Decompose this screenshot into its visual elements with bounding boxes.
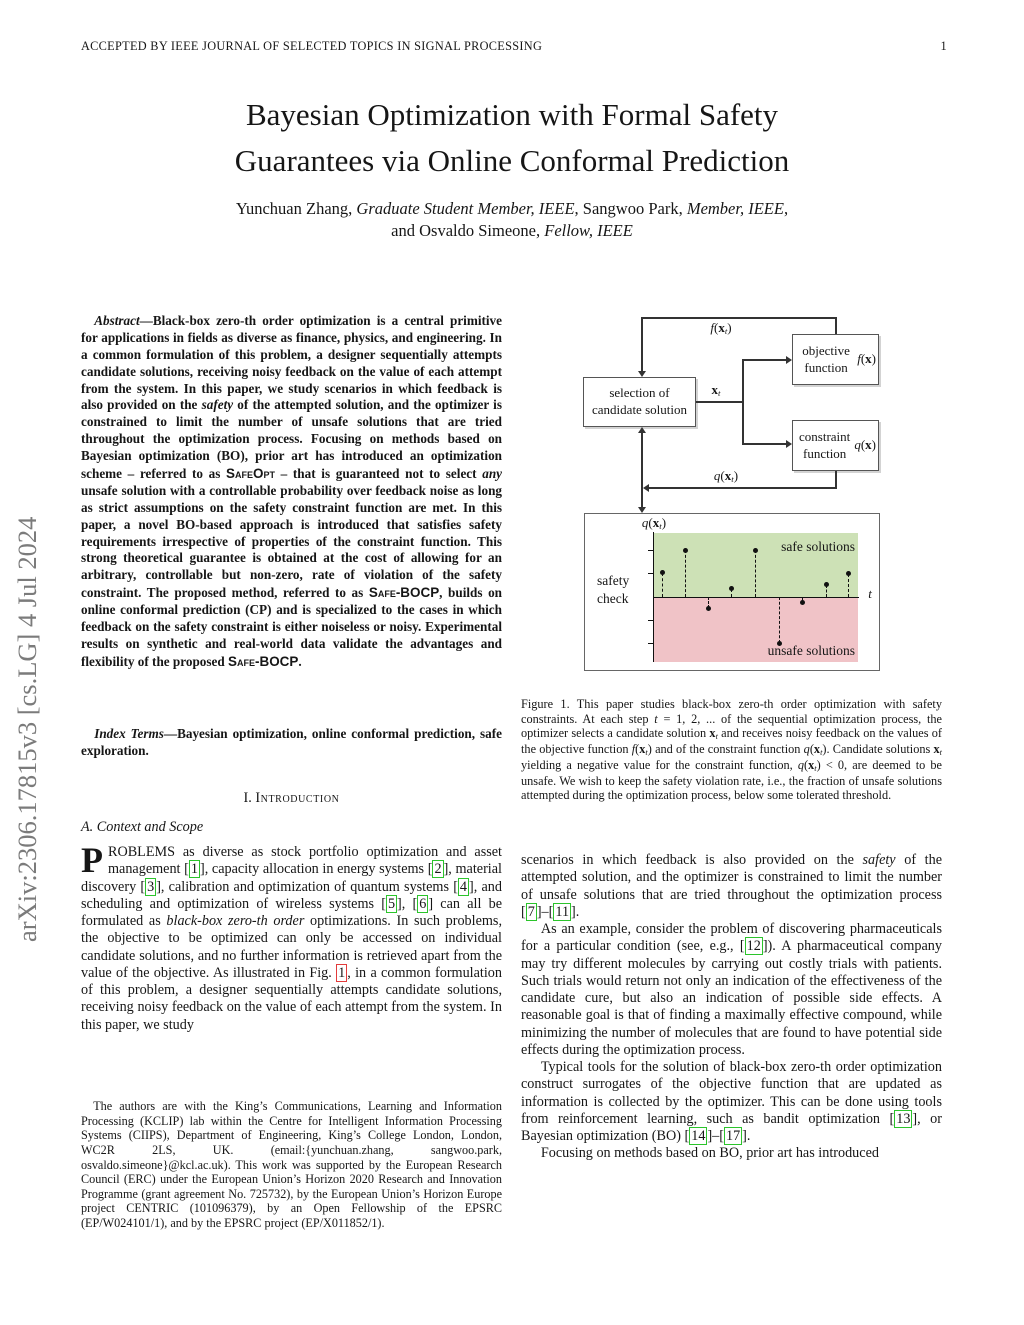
feedback-line-q-bottom [645,487,837,489]
unsafe-solutions-label: unsafe solutions [767,643,855,658]
connector-line [641,431,643,509]
page-number: 1 [940,39,947,53]
arrow-into-constraint [786,440,792,448]
arrow-into-selection-top [638,371,646,377]
subsection-heading-context-and-scope: A. Context and Scope [81,819,204,835]
citation-link[interactable]: 7 [525,902,537,921]
index-terms: Index Terms—Bayesian optimization, onlin… [81,726,502,758]
safety-check-panel: safety check q(xt) t safe solutions unsa… [584,513,880,671]
label-q-xt: q(xt) [713,468,739,484]
feedback-line-f-left [641,317,643,373]
intro-paragraph: P ROBLEMS as diverse as stock portfolio o… [81,840,502,1033]
running-header: ACCEPTED BY IEEE JOURNAL OF SELECTED TOP… [81,39,947,54]
plot-t-axis-label: t [868,586,872,601]
plot-y-axis-label: q(xt) [641,515,667,531]
label-f-xt: f(xt) [710,320,732,336]
citation-link[interactable]: 17 [723,1127,743,1145]
figure-1: f(xt) selection of candidate solution xt… [521,310,942,675]
running-header-text: ACCEPTED BY IEEE JOURNAL OF SELECTED TOP… [81,39,543,53]
paper-title-line1: Bayesian Optimization with Formal Safety [245,97,779,132]
selection-box: selection of candidate solution [583,377,696,427]
safe-solutions-label: safe solutions [781,539,855,554]
xt-line [696,401,743,403]
stem-plot [648,533,858,662]
arxiv-stamp: arXiv:2306.17815v3 [cs.LG] 4 Jul 2024 [12,516,42,942]
safety-check-label: safety check [597,573,630,606]
citation-link[interactable]: 2 [432,860,444,879]
feedback-line-q-right [835,471,837,488]
arrow-into-safety-box [638,507,646,513]
objective-function-box: objective function f(x) [792,334,879,385]
body-paragraph: As an example, consider the problem of d… [521,921,942,1058]
constraint-function-box: constraint function q(x) [792,420,879,471]
citation-link[interactable]: 4 [457,877,470,896]
citation-link[interactable]: 14 [689,1127,708,1145]
figure-1-caption: Figure 1. This paper studies black-box z… [521,697,943,803]
citation-link[interactable]: 3 [145,877,157,896]
author-line2: and Osvaldo Simeone, Fellow, IEEE [391,221,633,241]
citation-link[interactable]: 11 [553,902,572,921]
feedback-line-f-top [641,317,836,319]
citation-link[interactable]: 13 [894,1109,913,1128]
xt-junction-line [742,359,744,444]
abstract: Abstract—Black-box zero-th order optimiz… [81,313,502,669]
body-paragraph: Focusing on methods based on BO, prior a… [540,1145,879,1162]
arrow-into-objective [786,356,792,364]
author-list: Yunchuan Zhang, Graduate Student Member,… [0,198,1024,242]
figure-reference-link[interactable]: 1 [336,963,348,982]
label-xt: xt [711,382,721,398]
feedback-line-f-right [835,317,837,334]
body-paragraph: Typical tools for the solution of black-… [521,1059,942,1145]
author-line1: Yunchuan Zhang, Graduate Student Member,… [235,199,789,218]
line-to-constraint [742,443,787,445]
plot-t-axis [653,596,859,598]
line-to-objective [742,359,787,361]
arrow-into-selection-bottom [638,427,646,433]
right-column-body: scenarios in which feedback is also prov… [521,852,942,1163]
section-heading-introduction: I. Introduction [243,790,340,806]
arrow-into-connector [643,484,649,492]
citation-link[interactable]: 6 [417,894,429,913]
body-paragraph: scenarios in which feedback is also prov… [521,852,942,921]
paper-title: Bayesian Optimization with Formal Safety… [0,92,1024,183]
citation-link[interactable]: 12 [744,937,763,956]
paper-title-line2: Guarantees via Online Conformal Predicti… [234,142,790,178]
citation-link[interactable]: 5 [385,894,398,913]
unsafe-region [653,597,858,662]
author-footnote: The authors are with the King’s Communic… [81,1099,502,1231]
citation-link[interactable]: 1 [188,860,200,879]
